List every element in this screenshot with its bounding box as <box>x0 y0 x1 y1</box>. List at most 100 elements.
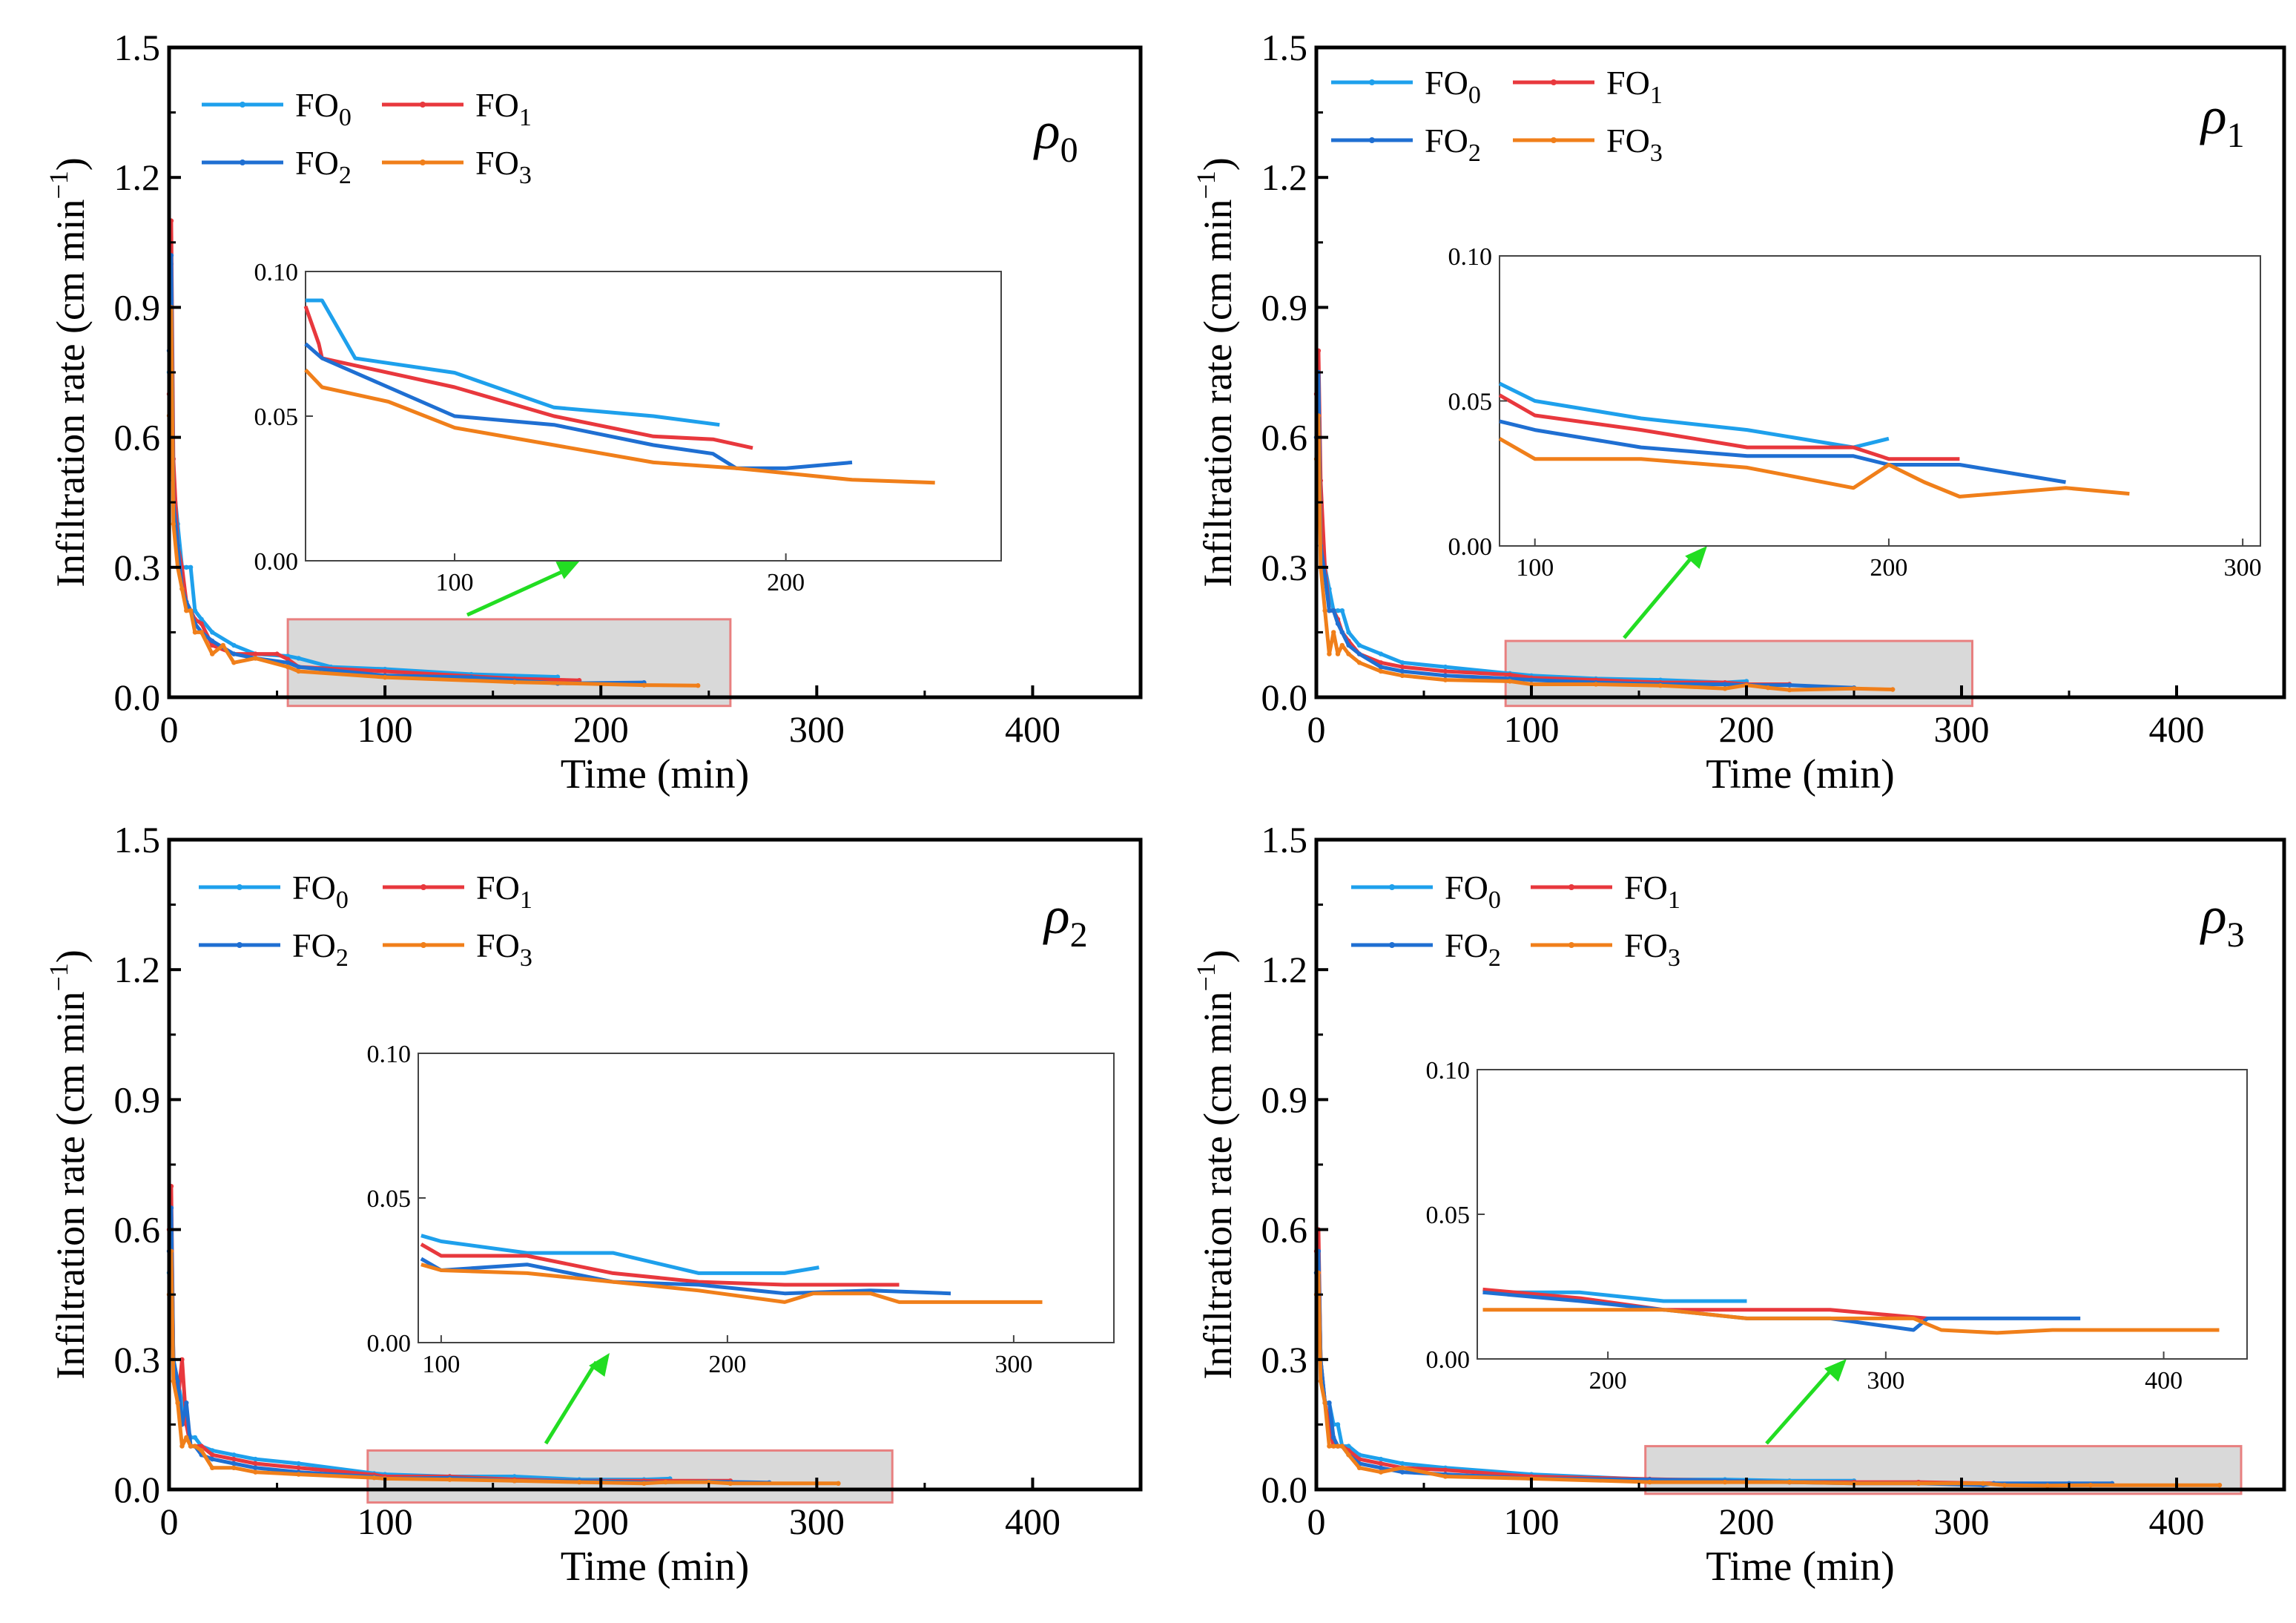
data-point-FO3 <box>1335 651 1341 656</box>
data-point-FO3 <box>231 1465 237 1471</box>
data-point-FO3 <box>210 651 215 656</box>
inset-x-tick-label: 200 <box>1589 1367 1627 1395</box>
y-tick-label: 0.3 <box>1261 547 1308 588</box>
legend-label-FO2: FO2 <box>1445 926 1501 972</box>
y-tick-label: 0.3 <box>114 1339 161 1380</box>
data-point-FO3 <box>1378 1469 1384 1475</box>
y-tick-label: 0.3 <box>114 547 161 588</box>
data-point-FO0 <box>1346 1443 1351 1449</box>
inset-x-tick-label: 400 <box>2145 1367 2183 1395</box>
y-axis-label: Infiltration rate (cm min−1) <box>1191 949 1240 1380</box>
y-tick-label: 1.5 <box>1261 27 1308 68</box>
x-tick-label: 200 <box>573 1501 629 1542</box>
data-point-FO2 <box>1327 1400 1332 1406</box>
data-point-FO3 <box>1335 1443 1341 1449</box>
data-point-FO3 <box>663 1479 668 1485</box>
data-point-FO3 <box>1647 1479 1652 1485</box>
inset-y-tick-label: 0.00 <box>367 1330 412 1357</box>
inset-x-tick-label: 300 <box>1867 1367 1904 1395</box>
legend-label-FO0: FO0 <box>1425 64 1481 109</box>
data-point-FO0 <box>296 656 301 661</box>
data-point-FO3 <box>1339 1443 1345 1449</box>
x-tick-label: 400 <box>1005 1501 1060 1542</box>
data-point-FO1 <box>274 651 280 656</box>
legend-marker-FO3 <box>1551 137 1557 143</box>
data-point-FO3 <box>1442 1474 1448 1479</box>
inset-x-tick-label: 200 <box>1870 554 1907 582</box>
data-point-FO2 <box>1528 677 1534 682</box>
data-point-FO2 <box>1378 1465 1384 1471</box>
data-point-FO1 <box>253 651 258 656</box>
inset-x-tick-label: 200 <box>767 569 805 596</box>
y-axis-label: Infiltration rate (cm min−1) <box>1191 157 1240 587</box>
inset-y-tick-label: 0.05 <box>254 404 299 431</box>
data-point-FO3 <box>1593 682 1599 687</box>
data-point-FO3 <box>1399 1465 1405 1471</box>
legend-label-FO1: FO1 <box>476 869 532 914</box>
data-point-FO3 <box>1339 642 1345 648</box>
panel-label: ρ1 <box>2200 86 2245 155</box>
data-point-FO2 <box>296 664 301 670</box>
data-point-FO3 <box>184 608 189 613</box>
data-point-FO1 <box>253 1461 258 1466</box>
zoom-arrow-head <box>1824 1359 1847 1382</box>
data-point-FO0 <box>1356 642 1362 648</box>
data-point-FO0 <box>192 1435 198 1441</box>
data-point-FO3 <box>1722 686 1728 691</box>
data-point-FO3 <box>706 1479 711 1485</box>
data-point-FO0 <box>199 616 204 622</box>
legend-marker-FO2 <box>1369 137 1375 143</box>
data-point-FO3 <box>184 1435 189 1441</box>
data-point-FO3 <box>1916 1481 1921 1487</box>
inset-x-tick-label: 200 <box>708 1351 746 1378</box>
data-point-FO3 <box>1356 1465 1362 1471</box>
data-point-FO3 <box>171 1378 177 1384</box>
x-tick-label: 200 <box>1719 708 1775 750</box>
data-point-FO2 <box>1399 668 1405 674</box>
data-point-FO2 <box>231 1461 237 1466</box>
inset-rho1: 100 200 300 0.00 0.05 0.10 <box>1448 243 2262 582</box>
panel-rho0: 0 100 200 300 400 0.0 0.3 0.6 0.9 1.2 1.5 Time (min… <box>44 27 1143 797</box>
legend-marker-FO0 <box>1389 884 1395 890</box>
data-point-FO3 <box>512 1478 517 1484</box>
data-point-FO3 <box>1980 1481 1986 1487</box>
inset-y-tick-label: 0.10 <box>1426 1057 1471 1084</box>
inset-y-tick-label: 0.00 <box>1448 533 1493 561</box>
data-point-FO3 <box>641 682 647 688</box>
inset-x-tick-label: 300 <box>994 1351 1032 1378</box>
inset-x-tick-label: 100 <box>1516 554 1554 582</box>
x-tick-label: 100 <box>1504 708 1560 750</box>
y-tick-label: 0.9 <box>1261 1079 1308 1120</box>
data-point-FO3 <box>696 683 701 688</box>
y-tick-label: 0.0 <box>114 1469 161 1510</box>
x-tick-label: 100 <box>357 1501 413 1542</box>
data-point-FO1 <box>210 1452 215 1458</box>
x-tick-label: 100 <box>357 708 413 750</box>
x-tick-label: 200 <box>1719 1501 1775 1542</box>
inset-series-line-FO3 <box>304 368 935 485</box>
data-point-FO3 <box>210 1465 215 1471</box>
panel-label: ρ0 <box>1033 101 1078 170</box>
data-point-FO3 <box>1327 651 1332 656</box>
data-point-FO0 <box>231 642 237 648</box>
data-point-FO2 <box>1331 608 1336 613</box>
y-tick-label: 0.6 <box>1261 417 1308 458</box>
inset-x-tick-label: 100 <box>422 1351 460 1378</box>
data-point-FO3 <box>199 630 204 635</box>
data-point-FO3 <box>641 1481 647 1487</box>
inset-y-tick-label: 0.10 <box>1448 243 1493 271</box>
data-point-FO2 <box>1442 673 1448 678</box>
data-point-FO3 <box>179 1443 185 1449</box>
inset-series-line-FO1 <box>420 1242 900 1287</box>
data-point-FO2 <box>1327 608 1332 613</box>
inset-series-line-FO0 <box>306 298 720 427</box>
data-point-FO3 <box>576 1479 582 1485</box>
data-point-FO3 <box>171 521 177 527</box>
data-point-FO3 <box>296 1472 301 1477</box>
y-tick-label: 1.2 <box>1261 949 1308 990</box>
data-point-FO3 <box>1787 1479 1792 1485</box>
data-point-FO2 <box>469 674 474 680</box>
data-point-FO3 <box>220 642 225 648</box>
x-tick-label: 100 <box>1504 1501 1560 1542</box>
data-point-FO1 <box>296 1465 301 1471</box>
